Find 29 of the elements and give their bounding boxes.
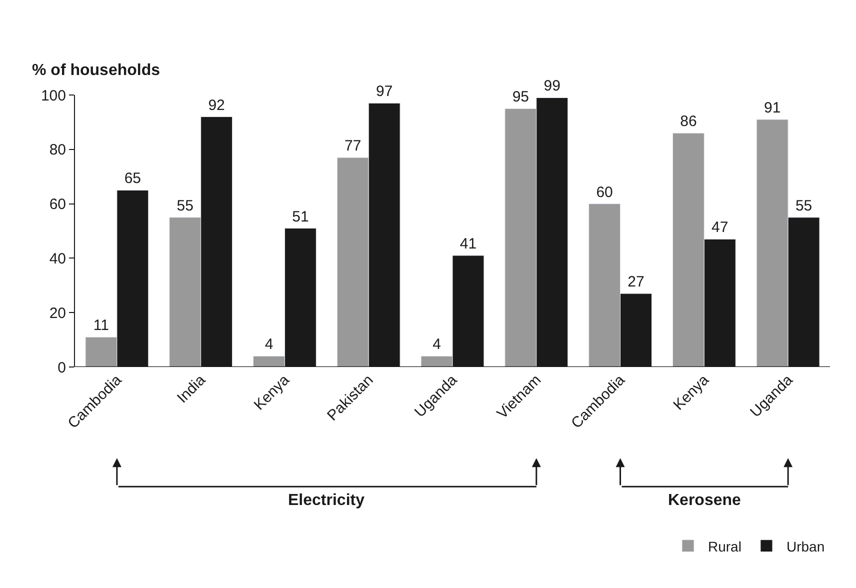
y-tick-label: 20 xyxy=(49,304,66,322)
y-axis-title: % of households xyxy=(32,62,160,79)
data-label: 4 xyxy=(264,336,274,354)
legend-label: Rural xyxy=(708,538,742,554)
legend-label: Urban xyxy=(786,538,825,554)
text: Kerosene xyxy=(668,492,742,509)
data-label: 55 xyxy=(795,197,812,214)
data-label: 27 xyxy=(628,274,644,291)
data-label: 55 xyxy=(176,197,194,214)
data-label: 65 xyxy=(124,170,142,188)
data-label: 77 xyxy=(344,138,362,155)
y-tick-label: 80 xyxy=(49,142,66,159)
data-label: 91 xyxy=(764,99,781,116)
data-label: 86 xyxy=(680,113,697,130)
data-label: 4 xyxy=(432,336,441,354)
data-label: 95 xyxy=(512,88,530,106)
data-label: 92 xyxy=(208,96,225,114)
y-tick-label: 0 xyxy=(58,359,66,376)
data-label: 47 xyxy=(712,219,728,236)
y-tick-label: 60 xyxy=(49,196,66,214)
data-label: 41 xyxy=(460,235,477,252)
data-label: 51 xyxy=(292,208,309,226)
y-tick-label: 40 xyxy=(49,250,66,268)
text: Electricity xyxy=(288,492,365,509)
data-label: 99 xyxy=(544,78,560,95)
data-label: 97 xyxy=(376,83,393,100)
y-tick-label: 100 xyxy=(40,87,66,104)
data-label: 60 xyxy=(596,184,613,201)
data-label: 11 xyxy=(93,317,110,334)
